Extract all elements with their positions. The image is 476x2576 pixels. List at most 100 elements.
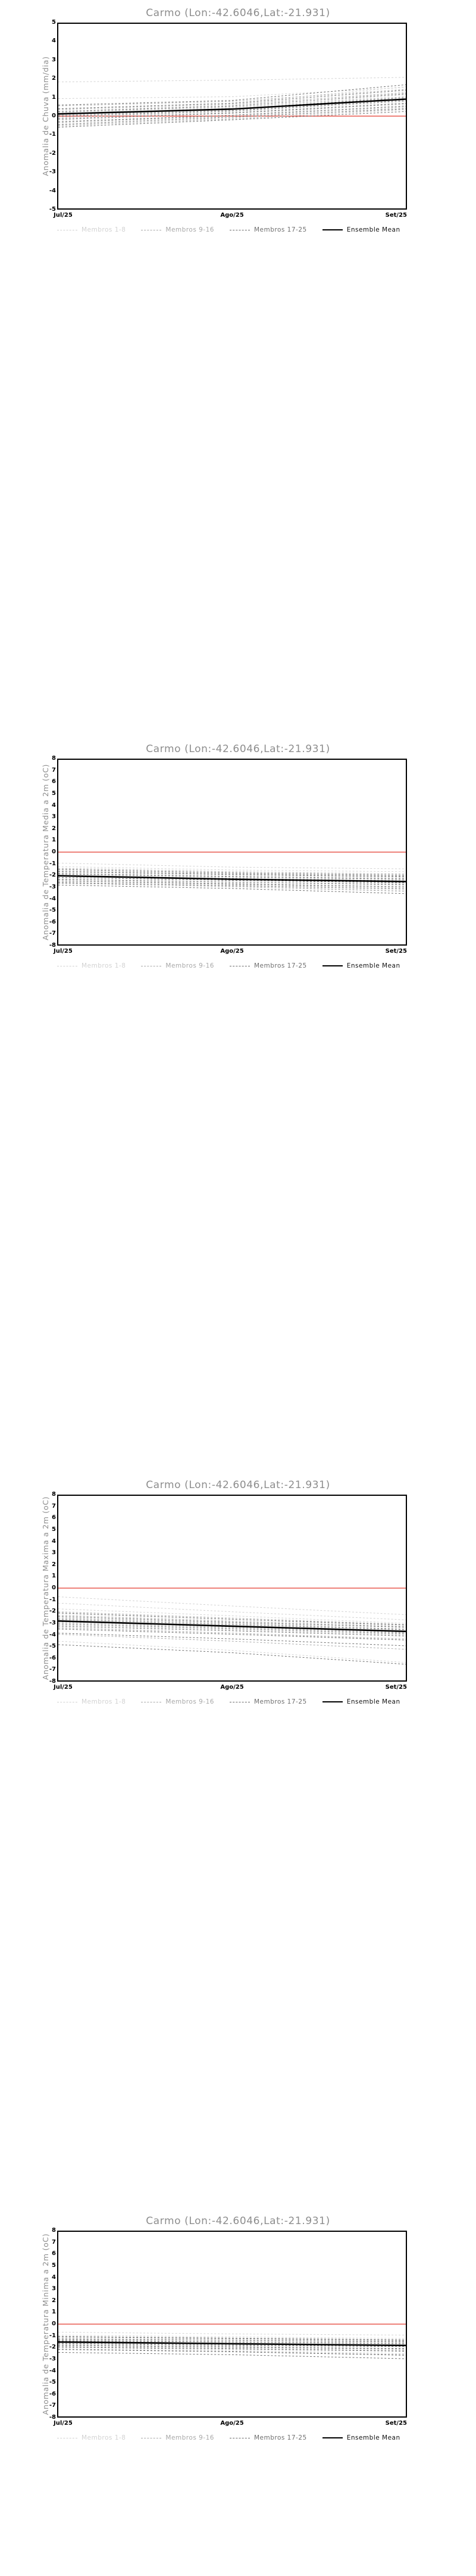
y-axis-tick-label: 0 <box>52 113 56 119</box>
forecast-anomaly-chart-page: Carmo (Lon:-42.6046,Lat:-21.931) Anomali… <box>0 0 476 2441</box>
x-axis-tick-label: Jul/25 <box>54 1684 73 1691</box>
legend-item[interactable]: Membros 1-8 <box>57 226 126 233</box>
y-axis-tick-label: 7 <box>52 1502 56 1510</box>
x-axis-ticks: Jul/25 Ago/25 Set/25 <box>54 212 407 220</box>
y-axis-tick-label: -8 <box>49 942 56 949</box>
member-series-line <box>58 884 406 894</box>
y-axis-ticks: 5 4 3 2 1 0 -1 -2 -3 -4 -5 <box>37 20 56 213</box>
y-axis-tick-label: 6 <box>52 778 56 785</box>
legend-item[interactable]: Membros 9-16 <box>141 1698 214 1705</box>
x-axis-ticks: Jul/25 Ago/25 Set/25 <box>54 2420 407 2428</box>
y-axis-ticks: 8 7 6 5 4 3 2 1 0 -1 -2 -3 -4 -5 -6 -7 -8 <box>37 1492 56 1685</box>
member-series-line <box>58 877 406 883</box>
y-axis-tick-label: -5 <box>49 907 56 914</box>
legend-item[interactable]: Ensemble Mean <box>322 2434 400 2441</box>
page-title: Carmo (Lon:-42.6046,Lat:-21.931) <box>146 7 330 19</box>
legend-item[interactable]: Membros 17-25 <box>229 2434 307 2441</box>
member-series-line <box>58 102 406 120</box>
plot-area <box>57 759 407 946</box>
member-series-line <box>58 108 406 125</box>
x-axis-tick-label: Ago/25 <box>220 1684 244 1691</box>
ensemble-mean-line <box>58 875 406 882</box>
member-series-line <box>58 1602 406 1620</box>
y-axis-tick-label: 8 <box>52 755 56 762</box>
chart-panel: Carmo (Lon:-42.6046,Lat:-21.931) Anomali… <box>0 1472 476 1840</box>
legend-label: Ensemble Mean <box>346 226 400 233</box>
y-axis-tick-label: 2 <box>52 1561 56 1568</box>
y-axis-tick-label: 5 <box>52 790 56 797</box>
y-axis-tick-label: -2 <box>49 2344 56 2351</box>
legend-item[interactable]: Membros 1-8 <box>57 962 126 969</box>
member-series-line <box>58 104 406 120</box>
member-series-line <box>58 1644 406 1665</box>
x-axis-tick-label: Ago/25 <box>220 212 244 219</box>
y-axis-tick-label: -4 <box>49 187 56 194</box>
chart-panel: Carmo (Lon:-42.6046,Lat:-21.931) Anomali… <box>0 2208 476 2576</box>
member-series-line <box>58 96 406 113</box>
member-series-line <box>58 880 406 887</box>
legend-item[interactable]: Membros 9-16 <box>141 226 214 233</box>
member-series-line <box>58 882 406 890</box>
member-series-line <box>58 868 406 875</box>
y-axis-tick-label: -5 <box>49 206 56 213</box>
y-axis-tick-label: -3 <box>49 169 56 176</box>
legend-item[interactable]: Ensemble Mean <box>322 1698 400 1705</box>
y-axis-tick-label: -4 <box>49 2367 56 2374</box>
y-axis-tick-label: 3 <box>52 1549 56 1557</box>
y-axis-tick-label: -1 <box>49 131 56 138</box>
legend-item[interactable]: Ensemble Mean <box>322 962 400 969</box>
legend-item[interactable]: Membros 17-25 <box>229 1698 307 1705</box>
y-axis-tick-label: 4 <box>52 38 56 45</box>
member-series-line <box>58 2332 406 2335</box>
y-axis-tick-label: 5 <box>52 2262 56 2269</box>
member-series-line <box>58 882 406 892</box>
y-axis-tick-label: 3 <box>52 56 56 63</box>
member-series-line <box>58 862 406 869</box>
member-series-line <box>58 90 406 110</box>
y-axis-tick-label: 5 <box>52 1526 56 1533</box>
y-axis-tick-label: -7 <box>49 2402 56 2409</box>
member-series-line <box>58 89 406 107</box>
member-series-line <box>58 1641 406 1663</box>
y-axis-tick-label: 4 <box>52 1538 56 1545</box>
legend-item[interactable]: Ensemble Mean <box>322 226 400 233</box>
y-axis-tick-label: 2 <box>52 75 56 82</box>
legend-label: Ensemble Mean <box>346 2434 400 2441</box>
chart-panel: Carmo (Lon:-42.6046,Lat:-21.931) Anomali… <box>0 0 476 368</box>
legend-item[interactable]: Membros 1-8 <box>57 1698 126 1705</box>
x-axis-tick-label: Ago/25 <box>220 948 244 955</box>
y-axis-tick-label: -3 <box>49 2355 56 2362</box>
y-axis-tick-label: 4 <box>52 802 56 809</box>
y-axis-tick-label: 8 <box>52 2227 56 2234</box>
member-series-line <box>58 873 406 880</box>
y-axis-tick-label: -2 <box>49 872 56 879</box>
legend: Membros 1-8 Membros 9-16 Membros 17-25 Ense… <box>57 1697 414 1707</box>
member-series-line <box>58 92 406 110</box>
legend-item[interactable]: Membros 9-16 <box>141 2434 214 2441</box>
x-axis-tick-label: Set/25 <box>385 948 407 955</box>
x-axis-tick-label: Jul/25 <box>54 2420 73 2427</box>
member-series-line <box>58 2352 406 2359</box>
legend-label: Ensemble Mean <box>346 962 400 969</box>
y-axis-tick-label: 2 <box>52 2297 56 2304</box>
page-title: Carmo (Lon:-42.6046,Lat:-21.931) <box>146 743 330 755</box>
y-axis-tick-label: -3 <box>49 883 56 890</box>
legend-swatch-icon <box>322 1701 343 1702</box>
member-series-line <box>58 1633 406 1646</box>
legend-item[interactable]: Membros 17-25 <box>229 962 307 969</box>
legend-item[interactable]: Membros 1-8 <box>57 2434 126 2441</box>
legend-label: Membros 1-8 <box>82 2434 126 2441</box>
legend-label: Membros 9-16 <box>165 1698 214 1705</box>
member-series-line <box>58 879 406 885</box>
x-axis-ticks: Jul/25 Ago/25 Set/25 <box>54 1684 407 1692</box>
member-series-line <box>58 109 406 126</box>
legend: Membros 1-8 Membros 9-16 Membros 17-25 Ense… <box>57 225 414 235</box>
y-axis-tick-label: 2 <box>52 825 56 832</box>
member-series-line <box>58 77 406 83</box>
member-series-line <box>58 2336 406 2341</box>
legend-swatch-icon <box>322 965 343 966</box>
legend-item[interactable]: Membros 17-25 <box>229 226 307 233</box>
y-axis-tick-label: -2 <box>49 1608 56 1615</box>
x-axis-tick-label: Ago/25 <box>220 2420 244 2427</box>
legend-item[interactable]: Membros 9-16 <box>141 962 214 969</box>
